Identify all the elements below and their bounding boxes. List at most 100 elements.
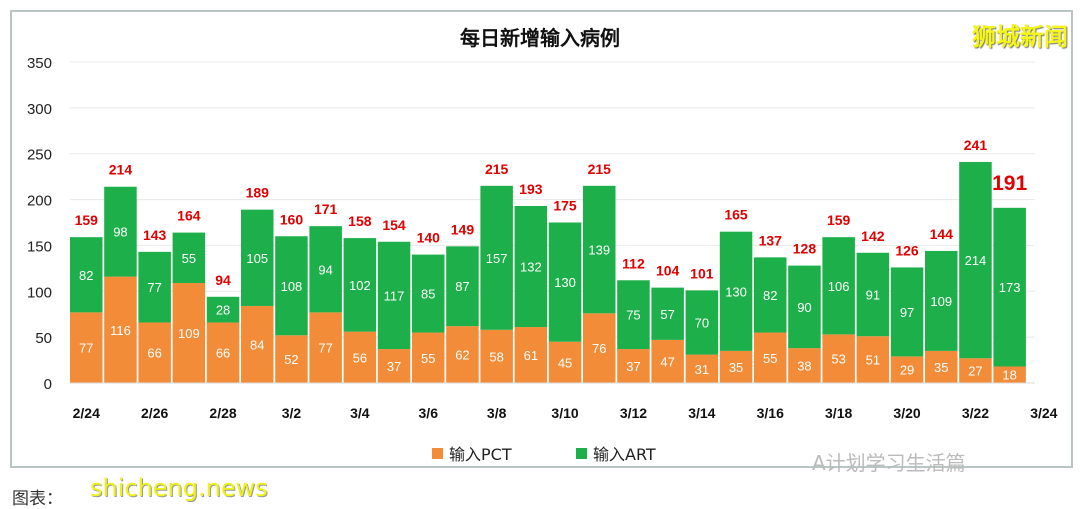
y-tick-label: 250 <box>27 147 52 164</box>
legend-label-art: 输入ART <box>593 445 656 464</box>
bar-art <box>70 237 103 313</box>
bar-value-label: 116 <box>110 323 131 338</box>
bar-art <box>138 251 171 323</box>
bar-art <box>275 236 308 336</box>
bar-value-label: 35 <box>729 360 743 375</box>
y-tick-label: 200 <box>27 193 52 210</box>
bar-pct <box>275 335 308 383</box>
bar-art <box>719 231 753 351</box>
bar-art <box>822 237 855 335</box>
x-tick-label: 3/8 <box>487 405 507 421</box>
total-label: 144 <box>930 226 954 242</box>
bar-pct <box>548 341 582 383</box>
x-tick-label: 3/14 <box>688 405 715 421</box>
chart-title: 每日新增输入病例 <box>460 26 620 50</box>
bar-value-label: 18 <box>1002 368 1016 383</box>
total-label: 193 <box>519 181 543 197</box>
x-tick-label: 2/24 <box>73 405 100 421</box>
legend-swatch-art <box>576 447 587 459</box>
bar-art <box>993 207 1026 367</box>
bar-art <box>480 185 513 330</box>
bar-value-label: 91 <box>866 287 880 302</box>
bar-value-label: 37 <box>387 359 401 374</box>
total-label: 101 <box>690 265 714 281</box>
bar-value-label: 56 <box>353 350 367 365</box>
x-tick-label: 3/22 <box>962 405 989 421</box>
bar-pct <box>446 326 479 383</box>
bar-pct <box>172 283 206 383</box>
total-label: 215 <box>588 161 612 177</box>
bar-value-label: 117 <box>384 288 405 303</box>
y-tick-label: 100 <box>27 284 52 301</box>
bar-art <box>856 252 890 337</box>
bar-pct <box>617 349 650 383</box>
bar-art <box>788 265 821 349</box>
bar-art <box>617 280 650 350</box>
total-label: 160 <box>280 211 304 227</box>
bar-value-label: 37 <box>626 359 640 374</box>
bar-value-label: 62 <box>455 348 469 363</box>
total-label: 137 <box>759 232 783 248</box>
bar-value-label: 77 <box>147 280 161 295</box>
bar-value-label: 109 <box>178 326 200 341</box>
bar-pct <box>719 350 753 383</box>
total-label: 191 <box>992 172 1027 195</box>
bar-value-label: 214 <box>965 253 987 268</box>
bar-pct <box>993 366 1026 383</box>
bar-art <box>685 290 719 355</box>
bar-art <box>651 287 684 340</box>
bar-value-label: 84 <box>250 337 264 352</box>
total-label: 175 <box>553 198 577 214</box>
bar-value-label: 61 <box>524 348 538 363</box>
bar-art <box>890 267 924 357</box>
bar-value-label: 130 <box>554 275 576 290</box>
bar-value-label: 66 <box>216 346 230 361</box>
x-tick-label: 3/4 <box>350 405 370 421</box>
bar-pct <box>343 331 377 383</box>
legend-item-art: 输入ART <box>576 441 656 465</box>
bar-pct <box>788 348 821 383</box>
bar-value-label: 82 <box>763 288 777 303</box>
bar-value-label: 70 <box>695 315 709 330</box>
bar-value-label: 102 <box>349 278 371 293</box>
total-label: 165 <box>724 207 748 223</box>
y-tick-label: 50 <box>35 330 52 347</box>
total-label: 104 <box>656 263 680 279</box>
bar-pct <box>822 334 855 383</box>
bar-art <box>754 257 787 333</box>
bar-pct <box>890 356 924 383</box>
bar-value-label: 87 <box>455 279 469 294</box>
total-label: 128 <box>793 241 817 257</box>
bar-value-label: 55 <box>763 351 777 366</box>
bar-value-label: 106 <box>828 279 850 294</box>
bar-value-label: 57 <box>660 307 674 322</box>
y-tick-label: 0 <box>44 376 52 393</box>
bar-value-label: 98 <box>113 225 127 240</box>
bar-value-label: 132 <box>520 260 542 275</box>
bar-art <box>514 205 548 328</box>
wechat-watermark: A计划学习生活篇 <box>812 451 966 475</box>
total-label: 158 <box>348 213 372 229</box>
bar-pct <box>104 276 137 383</box>
y-tick-label: 350 <box>27 55 52 72</box>
bar-value-label: 82 <box>79 268 93 283</box>
bar-value-label: 47 <box>660 354 674 369</box>
total-label: 241 <box>964 137 988 153</box>
x-tick-label: 3/16 <box>757 405 784 421</box>
bar-value-label: 52 <box>284 352 298 367</box>
bar-art <box>583 185 616 314</box>
bar-art <box>343 238 377 332</box>
bar-value-label: 38 <box>797 359 811 374</box>
total-label: 189 <box>246 185 270 201</box>
x-tick-label: 3/20 <box>893 405 920 421</box>
bar-pct <box>583 313 616 383</box>
x-tick-label: 3/2 <box>282 405 302 421</box>
total-label: 94 <box>215 272 231 288</box>
bar-pct <box>925 350 958 383</box>
bar-value-label: 27 <box>968 364 982 379</box>
bar-value-label: 105 <box>246 251 268 266</box>
total-label: 143 <box>143 227 167 243</box>
bar-value-label: 85 <box>421 287 435 302</box>
bar-value-label: 53 <box>831 352 845 367</box>
